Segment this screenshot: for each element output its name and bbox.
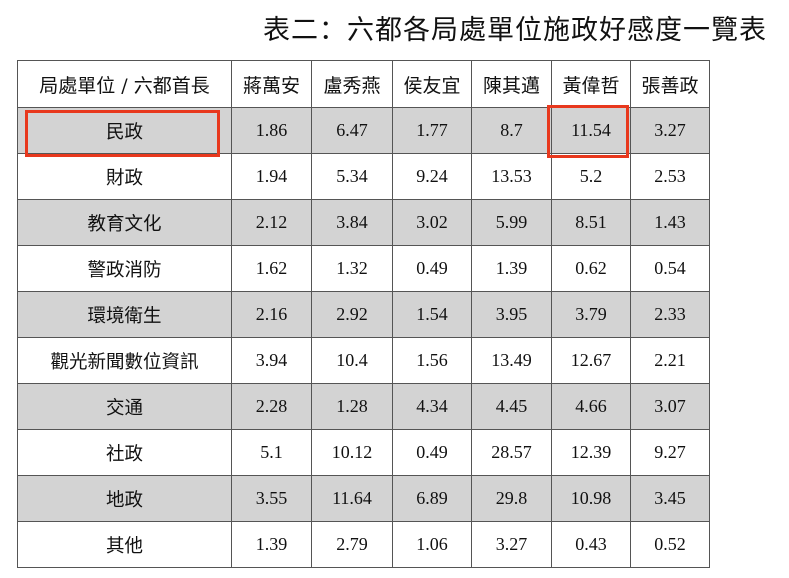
department-label: 其他 — [17, 521, 232, 568]
score-cell: 1.28 — [311, 383, 393, 430]
score-cell: 4.34 — [392, 383, 472, 430]
score-cell: 0.49 — [392, 429, 472, 476]
score-cell: 0.49 — [392, 245, 472, 292]
score-cell: 13.53 — [471, 153, 552, 200]
table-row: 其他 1.39 2.79 1.06 3.27 0.43 0.52 — [17, 521, 710, 568]
score-cell: 2.79 — [311, 521, 393, 568]
score-cell: 1.06 — [392, 521, 472, 568]
score-cell: 2.53 — [630, 153, 710, 200]
score-cell: 2.92 — [311, 291, 393, 338]
score-cell: 1.39 — [471, 245, 552, 292]
score-cell: 10.98 — [551, 475, 631, 522]
score-cell: 1.39 — [231, 521, 312, 568]
score-cell: 2.28 — [231, 383, 312, 430]
header-mayor: 蔣萬安 — [231, 60, 312, 108]
score-cell: 1.32 — [311, 245, 393, 292]
score-cell: 0.43 — [551, 521, 631, 568]
score-cell: 12.39 — [551, 429, 631, 476]
score-cell: 1.62 — [231, 245, 312, 292]
score-cell: 11.54 — [551, 107, 631, 154]
score-cell: 3.84 — [311, 199, 393, 246]
header-mayor: 侯友宜 — [392, 60, 472, 108]
score-cell: 0.52 — [630, 521, 710, 568]
score-cell: 1.77 — [392, 107, 472, 154]
department-label: 教育文化 — [17, 199, 232, 246]
score-cell: 6.47 — [311, 107, 393, 154]
score-cell: 8.51 — [551, 199, 631, 246]
department-label: 環境衛生 — [17, 291, 232, 338]
score-cell: 3.07 — [630, 383, 710, 430]
table-row: 交通 2.28 1.28 4.34 4.45 4.66 3.07 — [17, 383, 710, 430]
header-mayor: 張善政 — [630, 60, 710, 108]
header-row: 局處單位 / 六都首長 蔣萬安 盧秀燕 侯友宜 陳其邁 黃偉哲 張善政 — [17, 60, 710, 108]
department-label: 民政 — [17, 107, 232, 154]
department-label: 社政 — [17, 429, 232, 476]
score-cell: 10.4 — [311, 337, 393, 384]
score-cell: 2.12 — [231, 199, 312, 246]
score-cell: 1.43 — [630, 199, 710, 246]
table-row: 環境衛生 2.16 2.92 1.54 3.95 3.79 2.33 — [17, 291, 710, 338]
table-row: 警政消防 1.62 1.32 0.49 1.39 0.62 0.54 — [17, 245, 710, 292]
score-cell: 1.56 — [392, 337, 472, 384]
score-cell: 4.66 — [551, 383, 631, 430]
department-label: 財政 — [17, 153, 232, 200]
score-cell: 4.45 — [471, 383, 552, 430]
header-mayor: 盧秀燕 — [311, 60, 393, 108]
score-cell: 3.94 — [231, 337, 312, 384]
score-cell: 0.54 — [630, 245, 710, 292]
department-label: 觀光新聞數位資訊 — [17, 337, 232, 384]
score-cell: 1.94 — [231, 153, 312, 200]
score-cell: 3.55 — [231, 475, 312, 522]
score-cell: 3.27 — [471, 521, 552, 568]
score-cell: 8.7 — [471, 107, 552, 154]
score-cell: 5.1 — [231, 429, 312, 476]
score-cell: 2.21 — [630, 337, 710, 384]
table-row: 民政 1.86 6.47 1.77 8.7 11.54 3.27 — [17, 107, 710, 154]
score-cell: 3.27 — [630, 107, 710, 154]
approval-table: 局處單位 / 六都首長 蔣萬安 盧秀燕 侯友宜 陳其邁 黃偉哲 張善政 民政 1.… — [17, 60, 710, 568]
score-cell: 29.8 — [471, 475, 552, 522]
department-label: 交通 — [17, 383, 232, 430]
department-label: 地政 — [17, 475, 232, 522]
score-cell: 1.54 — [392, 291, 472, 338]
table-row: 觀光新聞數位資訊 3.94 10.4 1.56 13.49 12.67 2.21 — [17, 337, 710, 384]
table-row: 地政 3.55 11.64 6.89 29.8 10.98 3.45 — [17, 475, 710, 522]
score-cell: 1.86 — [231, 107, 312, 154]
score-cell: 5.2 — [551, 153, 631, 200]
score-cell: 0.62 — [551, 245, 631, 292]
score-cell: 2.16 — [231, 291, 312, 338]
score-cell: 5.99 — [471, 199, 552, 246]
header-department: 局處單位 / 六都首長 — [17, 60, 232, 108]
score-cell: 9.24 — [392, 153, 472, 200]
table-title: 表二：六都各局處單位施政好感度一覽表 — [263, 15, 767, 46]
header-mayor: 黃偉哲 — [551, 60, 631, 108]
score-cell: 11.64 — [311, 475, 393, 522]
score-cell: 6.89 — [392, 475, 472, 522]
score-cell: 13.49 — [471, 337, 552, 384]
table-row: 財政 1.94 5.34 9.24 13.53 5.2 2.53 — [17, 153, 710, 200]
department-label: 警政消防 — [17, 245, 232, 292]
score-cell: 3.95 — [471, 291, 552, 338]
score-cell: 28.57 — [471, 429, 552, 476]
score-cell: 3.79 — [551, 291, 631, 338]
table-row: 教育文化 2.12 3.84 3.02 5.99 8.51 1.43 — [17, 199, 710, 246]
score-cell: 9.27 — [630, 429, 710, 476]
table-row: 社政 5.1 10.12 0.49 28.57 12.39 9.27 — [17, 429, 710, 476]
score-cell: 3.02 — [392, 199, 472, 246]
score-cell: 2.33 — [630, 291, 710, 338]
score-cell: 12.67 — [551, 337, 631, 384]
score-cell: 3.45 — [630, 475, 710, 522]
score-cell: 5.34 — [311, 153, 393, 200]
header-mayor: 陳其邁 — [471, 60, 552, 108]
score-cell: 10.12 — [311, 429, 393, 476]
